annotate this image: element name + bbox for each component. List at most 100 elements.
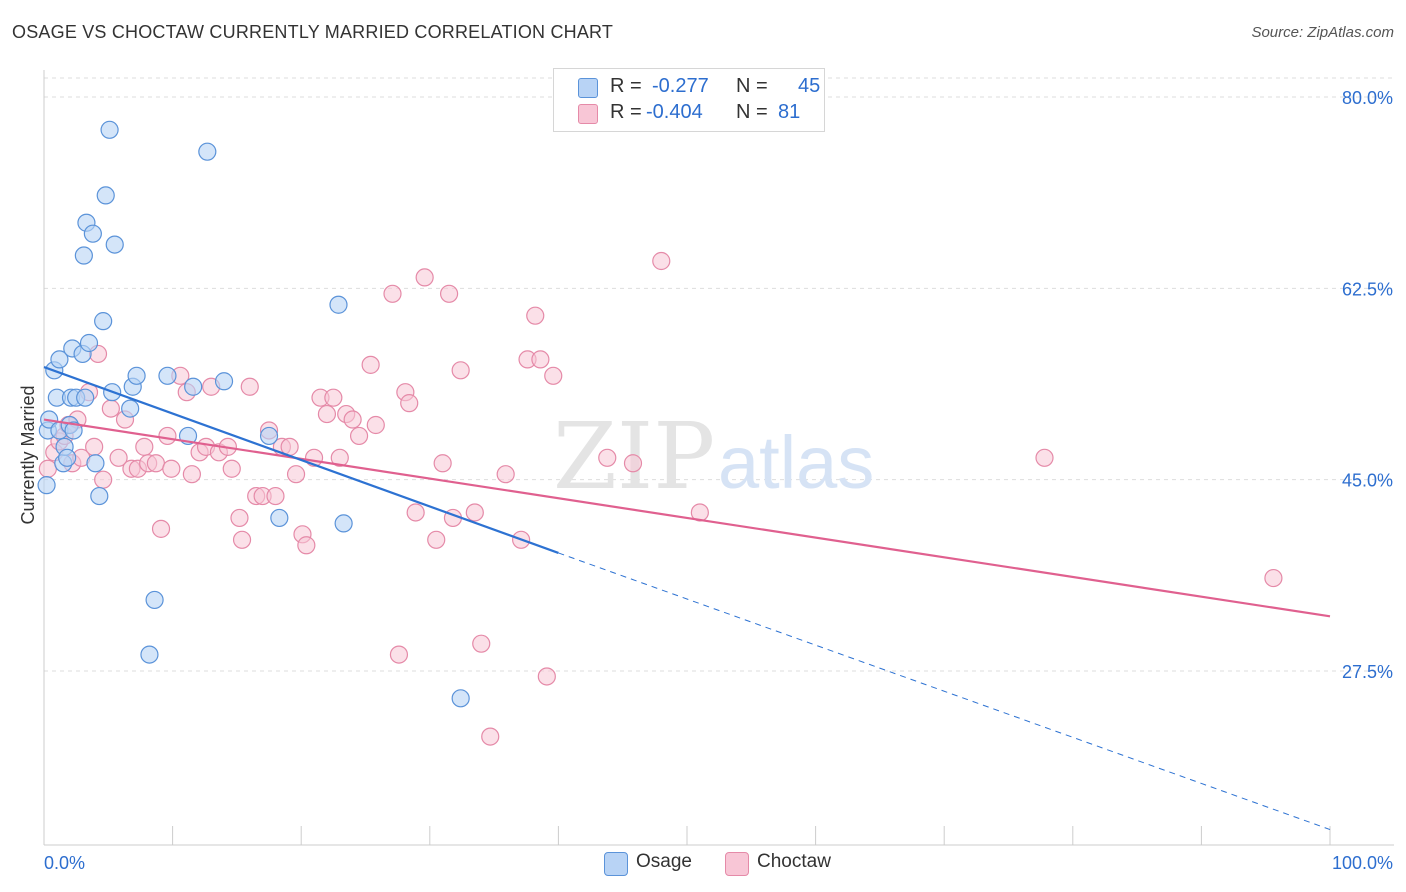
y-tick-label: 80.0% (1342, 88, 1393, 108)
osage-point (198, 142, 217, 161)
legend-choctaw-label: Choctaw (757, 851, 831, 872)
osage-point (270, 508, 289, 528)
osage-points (37, 120, 470, 708)
choctaw-point (146, 454, 165, 473)
osage-point (64, 421, 83, 440)
osage-point (74, 246, 93, 265)
choctaw-point (135, 437, 154, 456)
osage-swatch (578, 78, 598, 98)
choctaw-point (433, 454, 452, 473)
choctaw-point (222, 459, 241, 478)
chart-title: OSAGE VS CHOCTAW CURRENTLY MARRIED CORRE… (12, 22, 614, 42)
watermark-atlas: atlas (718, 421, 874, 504)
choctaw-point (544, 366, 563, 385)
choctaw-point (162, 459, 181, 478)
choctaw-point (406, 503, 425, 522)
choctaw-point (366, 415, 385, 435)
legend-osage-label: Osage (636, 851, 692, 872)
osage-point (96, 186, 115, 205)
choctaw-point (531, 350, 550, 369)
osage-point (451, 689, 470, 708)
gridlines (44, 77, 1394, 672)
choctaw-point (481, 727, 500, 746)
x-tick-label-min: 0.0% (44, 853, 85, 873)
choctaw-trend-line (43, 418, 1331, 618)
choctaw-r-value: -0.404 (646, 101, 703, 123)
osage-point (90, 486, 109, 506)
choctaw-point (286, 465, 306, 484)
choctaw-point (240, 377, 259, 396)
choctaw-point (400, 394, 419, 413)
choctaw-point (330, 448, 349, 467)
osage-point (76, 388, 95, 407)
osage-n-label: N = (736, 75, 768, 97)
choctaw-point (324, 388, 343, 407)
osage-point (58, 448, 77, 467)
choctaw-point (343, 410, 362, 429)
y-tick-label: 27.5% (1342, 662, 1393, 682)
choctaw-point (652, 251, 671, 271)
osage-point (50, 350, 69, 369)
osage-point (86, 454, 105, 473)
osage-r-value: -0.277 (652, 75, 709, 97)
osage-trend-line (43, 366, 559, 554)
choctaw-point (94, 470, 113, 489)
osage-n-value: 45 (798, 75, 821, 97)
choctaw-point (623, 454, 643, 473)
osage-point (145, 590, 164, 610)
axes (43, 70, 1394, 846)
osage-trend-extension (558, 552, 1331, 831)
choctaw-n-label: N = (736, 101, 768, 123)
choctaw-point (526, 306, 545, 325)
trend-lines (43, 366, 1331, 831)
osage-point (127, 366, 146, 385)
choctaw-point (109, 448, 128, 467)
choctaw-point (439, 284, 459, 303)
osage-point (94, 312, 113, 331)
source-label: Source: ZipAtlas.com (1251, 24, 1394, 41)
osage-point (259, 426, 279, 446)
choctaw-point (38, 459, 57, 478)
osage-point (184, 377, 203, 396)
choctaw-point (232, 530, 252, 549)
choctaw-point (537, 667, 556, 686)
choctaw-swatch (578, 104, 598, 124)
choctaw-point (297, 536, 316, 555)
osage-point (140, 645, 159, 664)
choctaw-point (1264, 568, 1283, 588)
choctaw-point (361, 355, 380, 374)
y-tick-label: 62.5% (1342, 279, 1393, 299)
osage-point (158, 366, 177, 385)
osage-point (329, 295, 348, 314)
osage-point (105, 235, 124, 254)
choctaw-point (465, 503, 484, 522)
osage-point (121, 399, 140, 418)
osage-point (37, 476, 56, 495)
choctaw-point (266, 486, 285, 506)
choctaw-point (415, 268, 434, 287)
choctaw-point (158, 426, 177, 446)
choctaw-point (151, 519, 171, 538)
y-tick-labels: 80.0% 62.5% 45.0% 27.5% (1342, 88, 1393, 682)
choctaw-point (389, 645, 409, 664)
choctaw-point (182, 465, 201, 484)
choctaw-point (496, 465, 515, 484)
osage-point (100, 120, 119, 139)
choctaw-point (472, 634, 491, 653)
osage-point (214, 372, 234, 391)
choctaw-point (1035, 448, 1054, 467)
y-tick-label: 45.0% (1342, 471, 1393, 491)
y-axis-label: Currently Married (18, 385, 38, 524)
choctaw-point (230, 508, 249, 528)
choctaw-point (85, 437, 104, 456)
osage-point (334, 514, 353, 533)
osage-point (83, 224, 102, 243)
choctaw-point (349, 426, 369, 446)
choctaw-point (427, 530, 446, 549)
osage-point (79, 333, 99, 353)
choctaw-r-label: R = (610, 101, 642, 123)
x-tick-label-max: 100.0% (1332, 853, 1393, 873)
x-tick-labels: 0.0% 100.0% (44, 853, 1393, 873)
stats-legend-box: R = -0.277 N = 45 R = -0.404 N = 81 (553, 68, 825, 132)
